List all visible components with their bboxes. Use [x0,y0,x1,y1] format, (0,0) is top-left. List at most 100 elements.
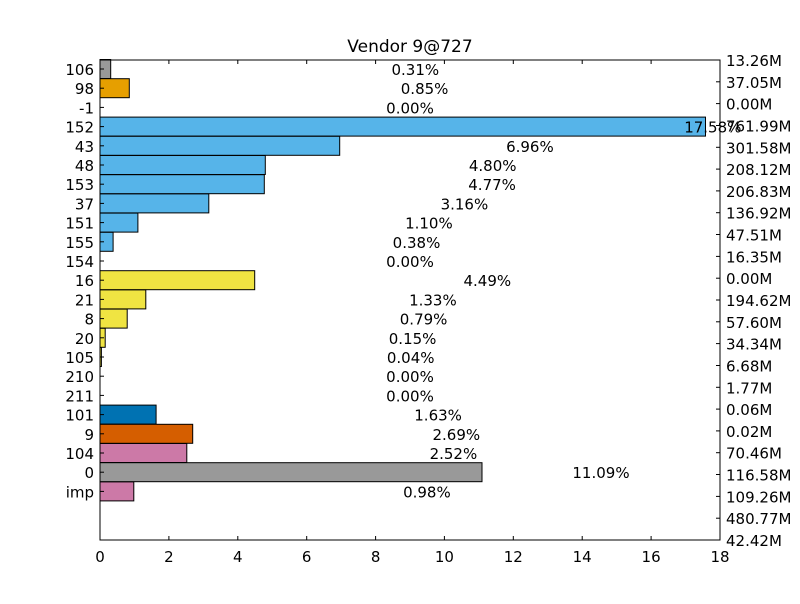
value-label--1: 0.00% [386,99,434,117]
value-label-21: 1.33% [409,291,457,309]
value-label-154: 0.00% [386,253,434,271]
chart-title: Vendor 9@727 [347,37,472,57]
value-label-106: 0.31% [391,61,439,79]
value-label-155: 0.38% [393,234,441,252]
value-label-20: 0.15% [389,330,437,348]
bar-48 [99,155,266,175]
right-tick-label-5: 208.12M [726,161,791,179]
value-label-imp: 0.98% [403,483,451,501]
x-tick-label-4: 4 [233,548,243,566]
right-tick-label-4: 301.58M [726,139,791,157]
right-tick-label-13: 34.34M [726,336,782,354]
x-tick-label-18: 18 [710,548,729,566]
right-tick-label-0: 13.26M [726,52,782,70]
y-tick-label-16: 16 [75,272,94,290]
right-tick-label-12: 57.60M [726,314,782,332]
right-tick-label-8: 47.51M [726,227,782,245]
y-tick-label-98: 98 [75,80,94,98]
bar-151 [99,212,139,233]
y-tick-label-21: 21 [75,291,94,309]
y-tick-label-0: 0 [84,464,94,482]
value-label-43: 6.96% [506,138,554,156]
right-tick-label-14: 6.68M [726,358,772,376]
x-tick-label-0: 0 [95,548,105,566]
value-label-0: 11.09% [572,464,629,482]
right-tick-label-6: 206.83M [726,183,791,201]
bar-101 [99,404,157,425]
right-axis: 13.26M 37.05M 0.00M 761.99M 301.58M 208.12M 20… [716,52,791,550]
value-label-16: 4.49% [463,272,511,290]
y-tick-label-101: 101 [65,407,94,425]
value-label-37: 3.16% [441,195,489,213]
right-tick-label-19: 116.58M [726,467,791,485]
y-tick-label-106: 106 [65,61,94,79]
y-tick-label-105: 105 [65,349,94,367]
value-labels-group: 0.31%0.85%0.00%17.58%6.96%4.80%4.77%3.16… [386,61,741,501]
right-tick-label-7: 136.92M [726,205,791,223]
y-tick-label-153: 153 [65,176,94,194]
y-tick-label-20: 20 [75,330,94,348]
value-label-9: 2.69% [432,426,480,444]
value-label-48: 4.80% [469,157,517,175]
right-tick-label-15: 1.77M [726,379,772,397]
value-label-101: 1.63% [414,407,462,425]
bar-21 [99,289,147,310]
y-tick-label-152: 152 [65,119,94,137]
y-tick-label-104: 104 [65,445,94,463]
right-tick-label-3: 761.99M [726,118,791,136]
x-tick-label-14: 14 [573,548,592,566]
y-tick-label-43: 43 [75,138,94,156]
y-tick-label-8: 8 [84,311,94,329]
value-label-98: 0.85% [401,80,449,98]
value-label-210: 0.00% [386,368,434,386]
right-tick-label-22: 42.42M [726,532,782,550]
right-tick-label-21: 480.77M [726,510,791,528]
y-tick-label-9: 9 [84,426,94,444]
right-tick-label-10: 0.00M [726,270,772,288]
x-axis: 0 2 4 6 8 10 12 14 16 18 [95,60,730,566]
bar-0 [99,462,483,483]
value-label-151: 1.10% [405,215,453,233]
x-tick-label-12: 12 [504,548,523,566]
right-tick-label-9: 16.35M [726,248,782,266]
right-tick-label-16: 0.06M [726,401,772,419]
value-label-8: 0.79% [400,311,448,329]
right-tick-label-18: 70.46M [726,445,782,463]
y-tick-label-151: 151 [65,215,94,233]
bar-98 [99,78,130,99]
bars-group [99,59,706,502]
right-tick-label-17: 0.02M [726,423,772,441]
bar-8 [99,308,128,329]
value-label-152: 17.58% [684,119,741,137]
right-tick-label-1: 37.05M [726,74,782,92]
y-tick-label-37: 37 [75,195,94,213]
y-tick-label-imp: imp [66,483,94,501]
x-tick-label-10: 10 [435,548,454,566]
value-label-211: 0.00% [386,387,434,405]
x-tick-label-2: 2 [164,548,174,566]
bar-104 [99,443,188,463]
x-tick-label-8: 8 [371,548,381,566]
y-tick-label-155: 155 [65,234,94,252]
value-label-105: 0.04% [387,349,435,367]
y-tick-label--1: -1 [79,99,94,117]
bar-37 [99,193,210,214]
right-tick-label-11: 194.62M [726,292,791,310]
y-tick-label-210: 210 [65,368,94,386]
bar-43 [99,135,341,156]
x-tick-label-16: 16 [642,548,661,566]
x-tick-label-6: 6 [302,548,312,566]
bar-9 [99,423,194,444]
bar-imp [99,481,135,502]
value-label-153: 4.77% [468,176,516,194]
bar-152 [99,116,706,137]
right-tick-label-20: 109.26M [726,488,791,506]
y-tick-label-48: 48 [75,157,94,175]
value-label-104: 2.52% [430,445,478,463]
bar-153 [99,174,265,195]
right-tick-label-2: 0.00M [726,96,772,114]
y-tick-label-154: 154 [65,253,94,271]
